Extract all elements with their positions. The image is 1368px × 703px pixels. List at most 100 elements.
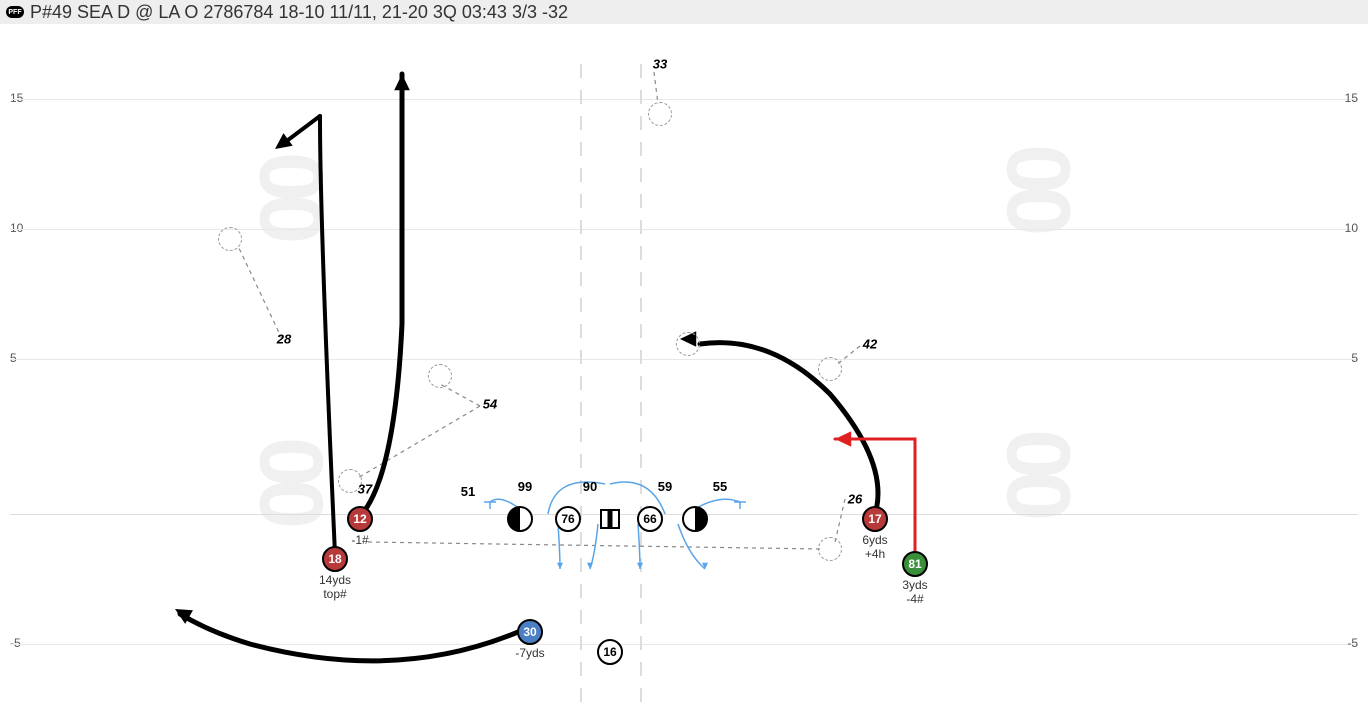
hash-mark bbox=[580, 662, 582, 676]
route-overlay bbox=[0, 24, 1368, 703]
defender-marker bbox=[428, 364, 452, 388]
player-sublabel: 14yds top# bbox=[319, 573, 351, 601]
player-12: 12 bbox=[347, 506, 373, 532]
hash-mark bbox=[580, 90, 582, 104]
pass-pro-line bbox=[590, 524, 598, 569]
hash-mark bbox=[580, 558, 582, 572]
ol-guard: 76 bbox=[555, 506, 581, 532]
route-r18 bbox=[320, 116, 335, 554]
defender-label: 37 bbox=[358, 482, 372, 497]
ol-tackle bbox=[682, 506, 708, 532]
ol-tackle bbox=[507, 506, 533, 532]
hash-mark bbox=[580, 194, 582, 208]
hash-mark bbox=[580, 298, 582, 312]
defender-label: 42 bbox=[863, 337, 877, 352]
hash-mark bbox=[580, 532, 582, 546]
yard-tick-left: 15 bbox=[10, 91, 23, 105]
hash-mark bbox=[580, 584, 582, 598]
player-sublabel: 6yds +4h bbox=[862, 533, 887, 561]
dl-label: 55 bbox=[713, 479, 727, 494]
ol-guard: 66 bbox=[637, 506, 663, 532]
hash-mark bbox=[640, 532, 642, 546]
player-81: 81 bbox=[902, 551, 928, 577]
player-18: 18 bbox=[322, 546, 348, 572]
player-17: 17 bbox=[862, 506, 888, 532]
yard-tick-right: 15 bbox=[1345, 91, 1358, 105]
dl-label: 51 bbox=[461, 484, 475, 499]
hash-mark bbox=[640, 350, 642, 364]
hash-mark bbox=[580, 142, 582, 156]
defender-marker bbox=[218, 227, 242, 251]
hash-mark bbox=[580, 454, 582, 468]
dl-label: 59 bbox=[658, 479, 672, 494]
player-30: 30 bbox=[517, 619, 543, 645]
hash-mark bbox=[640, 558, 642, 572]
hash-mark bbox=[580, 350, 582, 364]
hash-mark bbox=[640, 64, 642, 78]
player-16: 16 bbox=[597, 639, 623, 665]
defender-trail bbox=[440, 384, 480, 406]
hash-mark bbox=[580, 376, 582, 390]
hash-mark bbox=[640, 402, 642, 416]
defender-label: 28 bbox=[277, 332, 291, 347]
defender-trail bbox=[368, 542, 820, 549]
defender-label: 33 bbox=[653, 57, 667, 72]
hash-mark bbox=[640, 376, 642, 390]
hash-mark bbox=[640, 142, 642, 156]
hash-mark bbox=[640, 480, 642, 494]
defender-marker bbox=[648, 102, 672, 126]
defender-trail bbox=[356, 406, 480, 479]
yard-number-watermark: 00 bbox=[239, 437, 342, 521]
hash-mark bbox=[580, 636, 582, 650]
yard-line bbox=[10, 229, 1358, 230]
defender-trail bbox=[238, 246, 282, 339]
hash-mark bbox=[580, 610, 582, 624]
route-r12 bbox=[362, 74, 402, 514]
player-sublabel: -7yds bbox=[515, 646, 544, 660]
defender-label: 54 bbox=[483, 397, 497, 412]
hash-mark bbox=[640, 688, 642, 702]
defender-marker bbox=[676, 332, 700, 356]
yard-tick-left: 5 bbox=[10, 351, 17, 365]
dl-label: 90 bbox=[583, 479, 597, 494]
hash-mark bbox=[640, 168, 642, 182]
defender-marker bbox=[818, 537, 842, 561]
hash-mark bbox=[640, 90, 642, 104]
hash-mark bbox=[580, 480, 582, 494]
yard-tick-right: 5 bbox=[1351, 351, 1358, 365]
ol-center bbox=[600, 509, 620, 529]
hash-mark bbox=[580, 220, 582, 234]
hash-mark bbox=[580, 428, 582, 442]
defender-trail bbox=[835, 499, 845, 542]
hash-mark bbox=[580, 688, 582, 702]
hash-mark bbox=[580, 402, 582, 416]
defender-label: 26 bbox=[848, 492, 862, 507]
hash-mark bbox=[640, 454, 642, 468]
player-sublabel: 3yds -4# bbox=[902, 578, 927, 606]
yard-number-watermark: 00 bbox=[239, 152, 342, 236]
hash-mark bbox=[640, 636, 642, 650]
hash-mark bbox=[580, 64, 582, 78]
hash-mark bbox=[640, 610, 642, 624]
yard-line bbox=[10, 644, 1358, 645]
hash-mark bbox=[580, 246, 582, 260]
play-title: P#49 SEA D @ LA O 2786784 18-10 11/11, 2… bbox=[30, 2, 568, 23]
hash-mark bbox=[640, 272, 642, 286]
defender-marker bbox=[818, 357, 842, 381]
hash-mark bbox=[580, 116, 582, 130]
hash-mark bbox=[640, 428, 642, 442]
field-diagram: 0000000015105-515105-5332854374226766699… bbox=[0, 24, 1368, 703]
hash-mark bbox=[640, 298, 642, 312]
hash-mark bbox=[640, 220, 642, 234]
pass-pro-line bbox=[558, 524, 560, 569]
play-header: PFF P#49 SEA D @ LA O 2786784 18-10 11/1… bbox=[0, 0, 1368, 24]
hash-mark bbox=[640, 584, 642, 598]
yard-line bbox=[10, 99, 1358, 100]
hash-mark bbox=[580, 168, 582, 182]
yard-number-watermark: 00 bbox=[989, 152, 1092, 236]
hash-mark bbox=[640, 116, 642, 130]
hash-mark bbox=[640, 194, 642, 208]
yard-tick-right: 10 bbox=[1345, 221, 1358, 235]
hash-mark bbox=[640, 662, 642, 676]
dl-label: 99 bbox=[518, 479, 532, 494]
